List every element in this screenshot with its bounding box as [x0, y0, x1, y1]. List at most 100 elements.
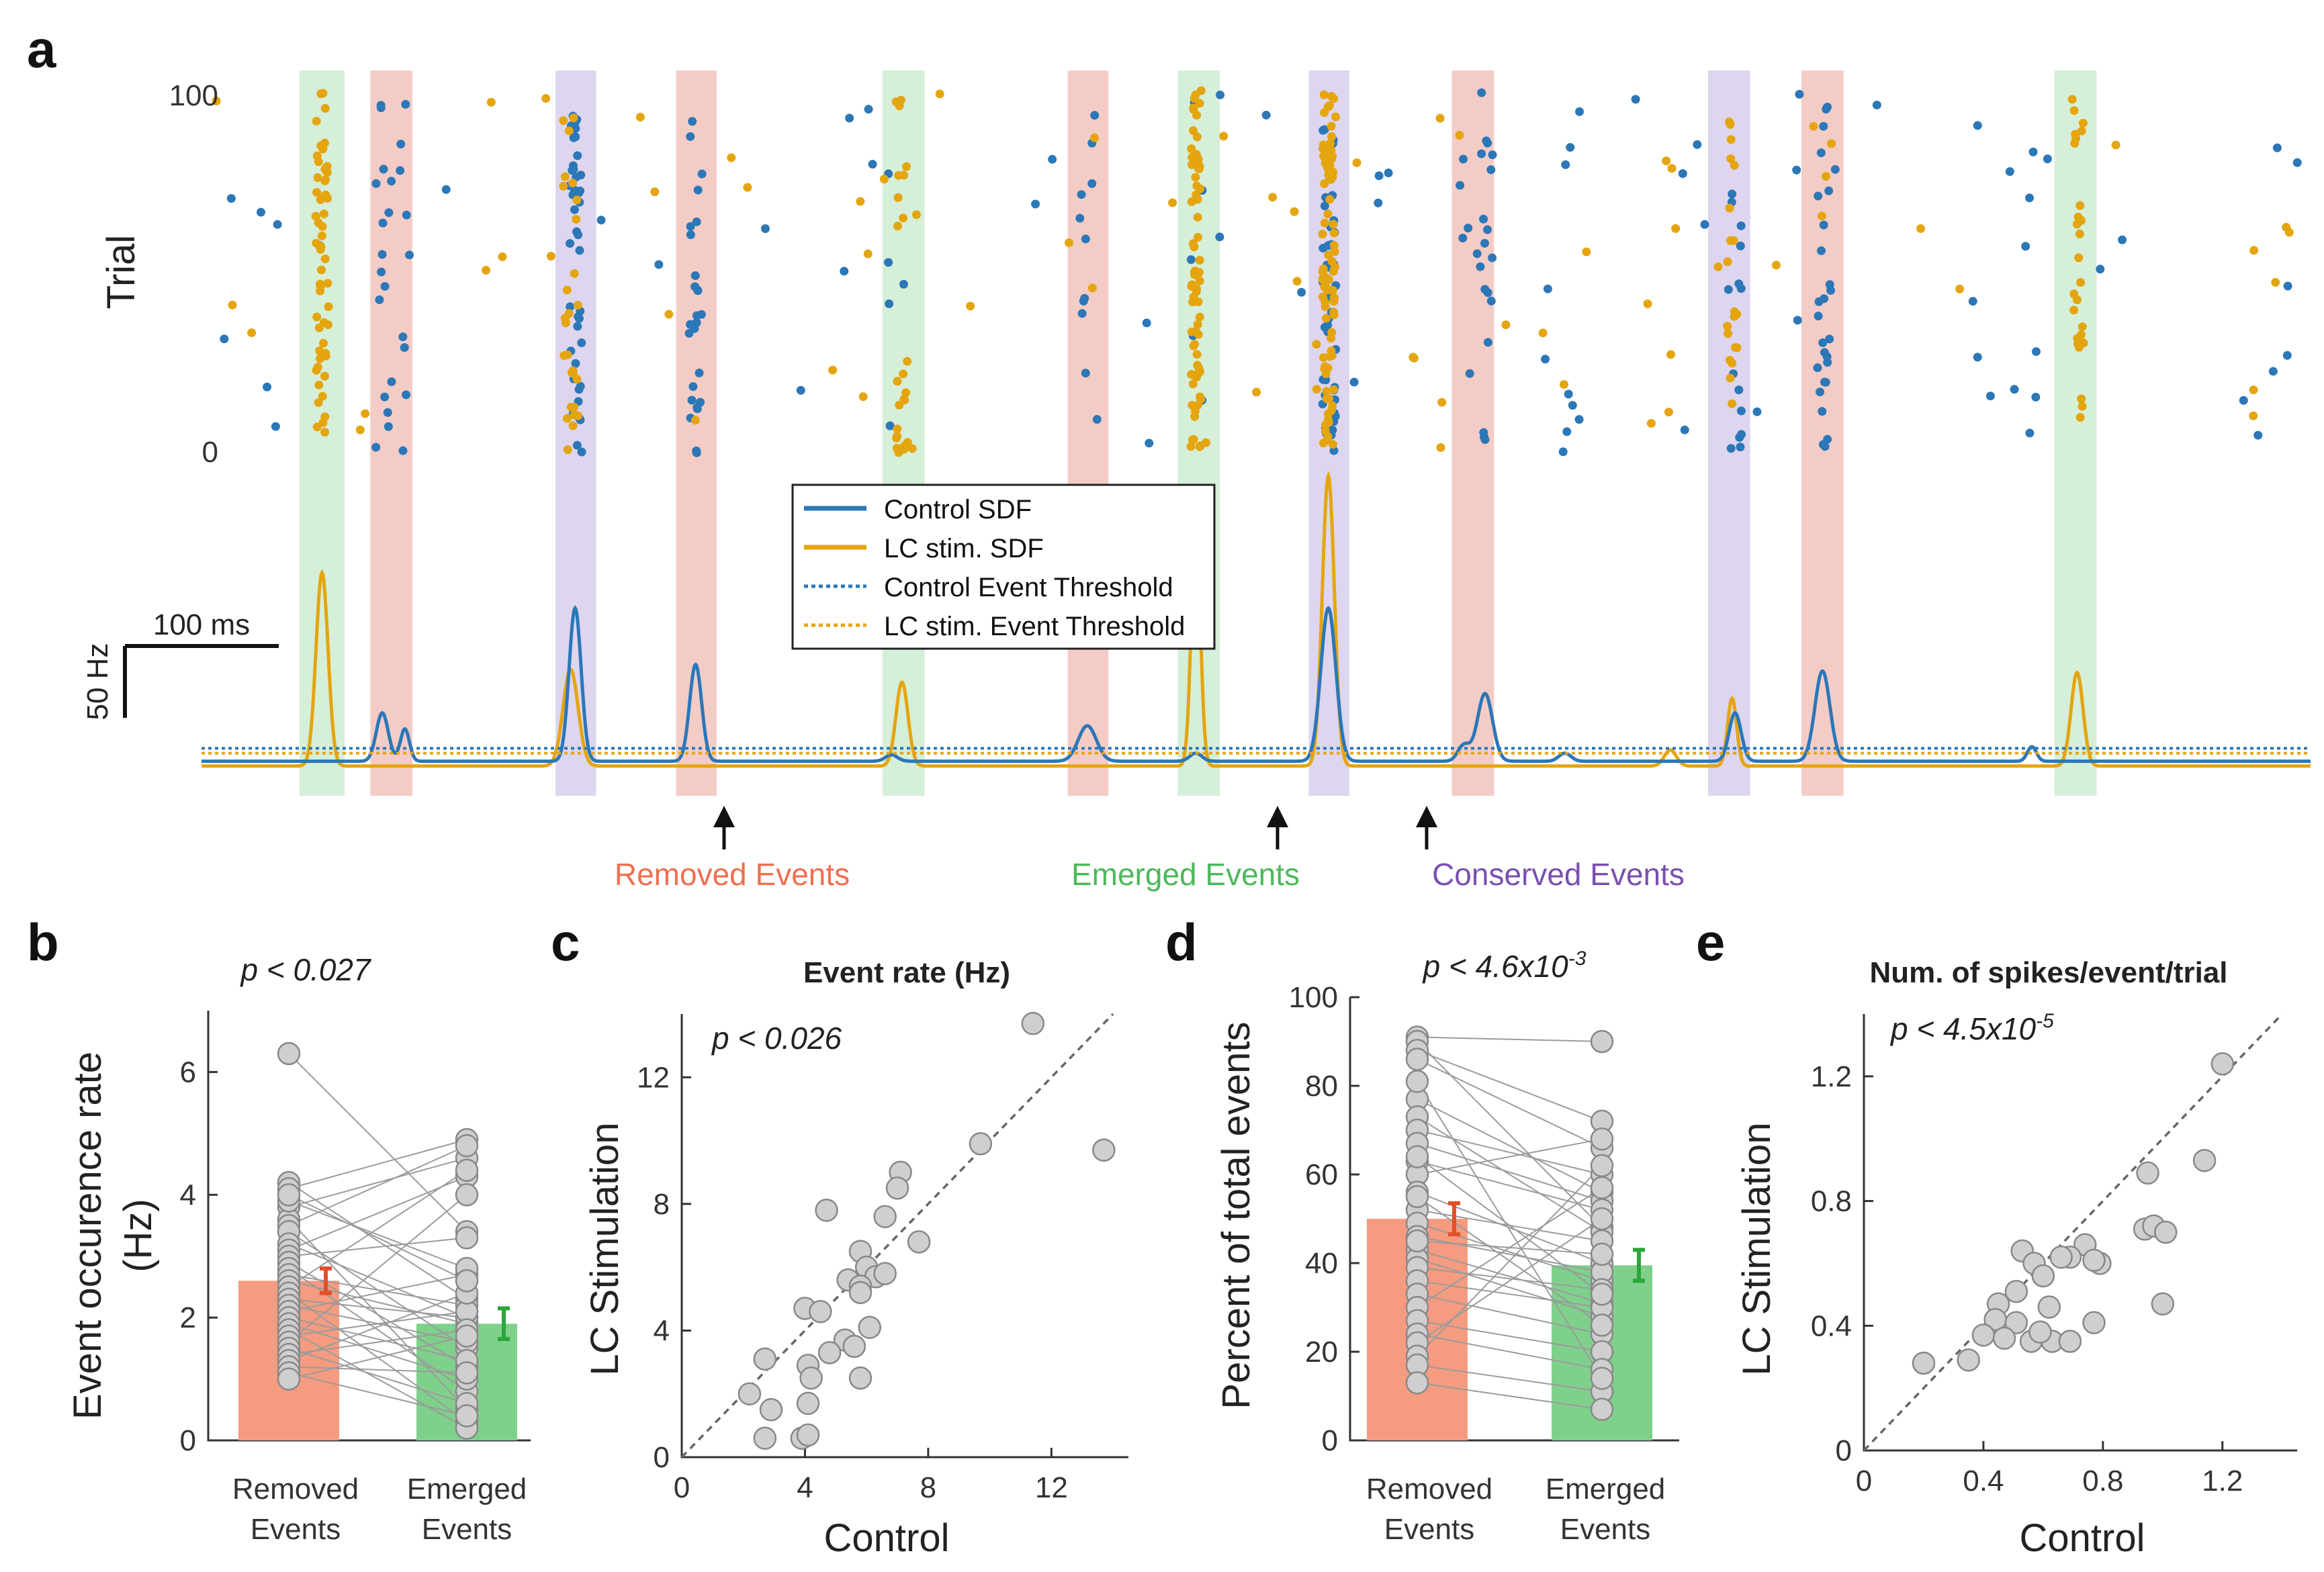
spike-dot [1817, 246, 1826, 255]
spike-dot [1700, 220, 1709, 229]
spike-dot [893, 431, 902, 441]
event-band-emerged [2054, 71, 2097, 796]
spike-dot [384, 422, 393, 431]
panel-b-ylabel-line1: Event occurence rate [66, 1052, 109, 1420]
spike-dot [2268, 367, 2278, 376]
spike-dot [1290, 207, 1299, 216]
spike-dot [2010, 385, 2019, 394]
data-point [848, 1281, 873, 1305]
spike-dot [2032, 347, 2041, 357]
spike-dot [228, 300, 237, 310]
spike-dot [1726, 373, 1735, 383]
panel-e-ylabel: LC Stimulation [1735, 1122, 1779, 1375]
arrow-conserved [1416, 806, 1437, 849]
spike-dot [1477, 149, 1486, 158]
spike-dot [684, 328, 694, 338]
spike-dot [1817, 212, 1826, 221]
spike-dot [1819, 220, 1828, 230]
ytick-label: 12 [637, 1061, 670, 1094]
data-point [455, 1404, 479, 1428]
spike-dot [377, 250, 387, 259]
spike-dot [879, 175, 889, 184]
spike-dot [311, 212, 320, 221]
pair-line [1417, 1266, 1603, 1291]
ytick-label: 4 [654, 1314, 670, 1347]
panel-b-pvalue: p < 0.027 [239, 952, 371, 987]
spike-dot [441, 185, 451, 194]
spike-dot [1973, 121, 1982, 130]
spike-dot [2249, 411, 2258, 420]
data-point [815, 1199, 838, 1222]
spike-dot [318, 391, 327, 401]
spike-dot [1048, 154, 1057, 164]
spike-dot [1193, 232, 1202, 242]
spike-dot [1329, 385, 1339, 394]
spike-dot [1323, 320, 1333, 330]
lc-sdf-line [202, 470, 2311, 768]
pair-line [288, 1169, 467, 1288]
spike-dot [688, 117, 697, 126]
spike-dot [885, 421, 895, 430]
spike-dot [911, 210, 921, 220]
pair-line [1417, 1236, 1603, 1273]
spike-dot [697, 169, 707, 179]
spike-raster [212, 86, 2302, 457]
spike-dot [2075, 201, 2085, 210]
spike-dot [1323, 102, 1333, 111]
removed-events-label: Removed Events [615, 857, 850, 892]
spike-dot [1872, 100, 1881, 109]
spike-dot [1409, 353, 1418, 362]
spike-dot [1195, 99, 1204, 108]
spike-dot [2072, 220, 2082, 229]
spike-dot [2077, 394, 2086, 404]
spike-dot [1724, 285, 1733, 294]
spike-dot [1192, 132, 1202, 142]
spike-dot [2028, 147, 2038, 156]
spike-dot [322, 168, 332, 177]
event-window-bands [299, 71, 2097, 796]
spike-dot [1814, 191, 1823, 201]
spike-dot [1329, 167, 1338, 177]
spike-dot [1465, 369, 1474, 378]
data-point [753, 1347, 777, 1371]
spike-dot [256, 207, 265, 217]
spike-dot [1561, 160, 1570, 169]
data-point [799, 1366, 823, 1390]
pair-line [1417, 1382, 1603, 1410]
ytick-label: 8 [654, 1188, 670, 1221]
spike-dot [559, 116, 568, 126]
xtick-label: 12 [1035, 1471, 1068, 1504]
spike-dot [1349, 377, 1359, 387]
spike-dot [2271, 277, 2280, 287]
spike-dot [322, 193, 332, 203]
pair-line [288, 1372, 467, 1417]
pair-line [1417, 1138, 1603, 1175]
spike-dot [2075, 413, 2085, 422]
spike-dot [1734, 385, 1744, 395]
data-point [455, 1269, 479, 1293]
spike-dot [1188, 401, 1197, 410]
spike-dot [966, 302, 975, 311]
panel-c-xlabel: Control [824, 1516, 950, 1560]
spike-dot [1075, 214, 1085, 223]
data-point [2031, 1264, 2055, 1288]
spike-dot [2283, 281, 2292, 291]
spike-dot [1818, 407, 1827, 416]
rate-scale-label: 50 Hz [81, 643, 114, 721]
spike-dot [1087, 179, 1097, 188]
spike-dot [1814, 297, 1824, 306]
spike-dot [573, 322, 582, 331]
spike-dot [1486, 165, 1496, 175]
panel-label-b: b [27, 913, 59, 972]
spike-dot [1312, 340, 1321, 349]
data-point [809, 1299, 832, 1324]
spike-dot [1437, 398, 1447, 407]
pair-line [288, 1175, 467, 1251]
spike-dot [1968, 297, 1977, 306]
data-point [1992, 1326, 2016, 1350]
data-point [1590, 1313, 1614, 1337]
spike-dot [1168, 198, 1177, 207]
spike-dot [1327, 328, 1337, 337]
data-point [796, 1391, 820, 1416]
pair-line [1417, 1080, 1603, 1379]
